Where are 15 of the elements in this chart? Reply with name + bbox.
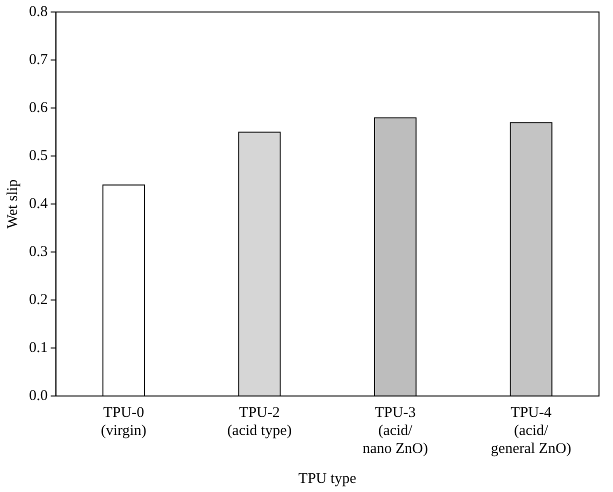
x-tick-label: TPU-0 (virgin) [100,404,146,439]
x-tick-label: TPU-2 (acid type) [227,404,292,439]
y-tick-label: 0.8 [29,4,48,20]
y-tick-label: 0.2 [29,292,48,308]
x-tick-label: TPU-3 (acid/ nano ZnO) [362,404,428,457]
y-tick-label: 0.5 [29,148,48,164]
x-tick-label: TPU-4 (acid/ general ZnO) [490,404,572,457]
y-tick-label: 0.3 [29,244,48,260]
y-tick-label: 0.4 [29,196,48,212]
y-tick-label: 0.1 [29,340,48,356]
y-tick-label: 0.7 [29,52,48,68]
y-axis-title: Wet slip [4,179,21,229]
y-tick-label: 0.6 [29,100,48,116]
y-tick-label: 0.0 [29,388,48,404]
x-axis-title: TPU type [298,470,357,487]
